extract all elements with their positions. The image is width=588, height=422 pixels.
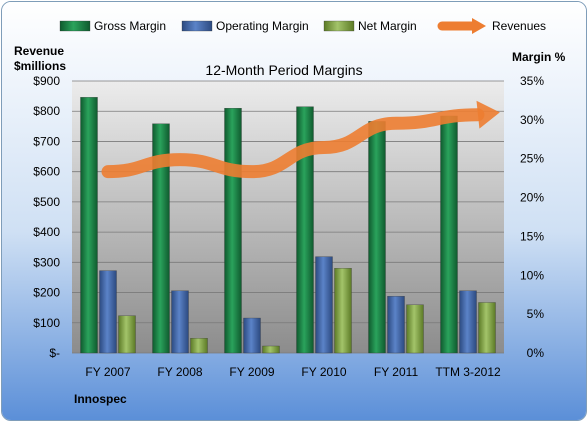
bar-net-margin	[262, 345, 280, 354]
bar-net-margin	[478, 302, 496, 354]
right-tick-label: 10%	[520, 268, 544, 282]
legend-marker-gross-margin	[59, 20, 91, 32]
x-tick-label: FY 2009	[229, 365, 274, 379]
bar-operating-margin	[459, 290, 477, 354]
legend-marker-net-margin	[323, 20, 355, 32]
bar-gross-margin	[224, 108, 242, 354]
bar-gross-margin	[296, 106, 314, 354]
left-tick-label: $900	[33, 74, 60, 88]
gridlines	[72, 80, 504, 354]
bar-operating-margin	[99, 270, 117, 354]
bar-gross-margin	[80, 97, 98, 354]
x-tick-label: FY 2010	[301, 365, 346, 379]
legend-label: Gross Margin	[94, 19, 166, 33]
bar-gross-margin	[440, 115, 458, 354]
right-tick-label: 25%	[520, 152, 544, 166]
x-axis: FY 2007 FY 2008 FY 2009 FY 2010 FY 2011 TTM 3…	[85, 365, 501, 379]
right-tick-label: 15%	[520, 229, 544, 243]
bar-operating-margin	[243, 317, 261, 354]
x-tick-label: FY 2007	[85, 365, 130, 379]
left-tick-label: $400	[33, 225, 60, 239]
left-axis-title-line2: $millions	[14, 59, 66, 73]
x-tick-label: FY 2011	[374, 365, 419, 379]
right-tick-label: 20%	[520, 191, 544, 205]
x-tick-label: TTM 3-2012	[435, 365, 501, 379]
left-tick-label: $800	[33, 104, 60, 118]
left-axis-title-line1: Revenue	[14, 44, 64, 58]
right-axis-title: Margin %	[512, 50, 566, 64]
legend-label: Operating Margin	[216, 19, 309, 33]
bar-operating-margin	[171, 290, 189, 354]
revenue-line-path	[101, 108, 485, 179]
bar-operating-margin	[387, 296, 405, 354]
left-tick-label: $300	[33, 255, 60, 269]
left-tick-label: $200	[33, 286, 60, 300]
left-tick-label: $600	[33, 165, 60, 179]
right-tick-label: 5%	[527, 307, 545, 321]
legend-marker-operating-margin	[181, 20, 213, 32]
bar-net-margin	[406, 304, 424, 354]
chart-title: 12-Month Period Margins	[205, 62, 362, 78]
legend-arrowhead	[472, 18, 486, 34]
bar-net-margin	[334, 268, 352, 354]
right-tick-label: 30%	[520, 113, 544, 127]
left-tick-label: $100	[33, 316, 60, 330]
revenue-arrowhead	[476, 100, 500, 129]
legend-label: Net Margin	[358, 19, 417, 33]
left-tick-label: $-	[49, 346, 60, 360]
x-tick-label: FY 2008	[157, 365, 202, 379]
legend: Gross Margin Operating Margin Net Margin Re…	[59, 18, 546, 34]
company-label: Innospec	[74, 392, 127, 406]
left-tick-label: $700	[33, 134, 60, 148]
bar-net-margin	[118, 315, 136, 354]
bar-gross-margin	[152, 123, 170, 354]
left-tick-label: $500	[33, 195, 60, 209]
right-axis: 0% 5% 10% 15% 20% 25% 30% 35%	[520, 74, 544, 360]
left-axis: $- $100 $200 $300 $400 $500 $600 $700 $800 $900	[33, 74, 60, 360]
bar-gross-margin	[368, 121, 386, 354]
revenue-line	[101, 100, 500, 179]
right-tick-label: 35%	[520, 74, 544, 88]
right-tick-label: 0%	[527, 346, 545, 360]
bar-net-margin	[190, 338, 208, 354]
bar-operating-margin	[315, 256, 333, 354]
legend-label: Revenues	[492, 19, 546, 33]
